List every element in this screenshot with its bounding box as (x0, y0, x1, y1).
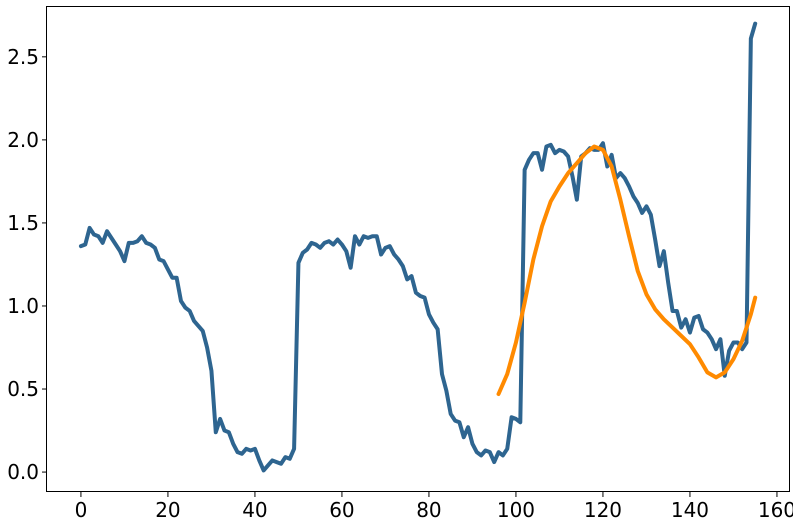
series-line-fit (496, 144, 758, 396)
x-tick-label: 60 (329, 498, 354, 522)
x-tick-label: 140 (671, 498, 709, 522)
y-axis: 0.0 0.5 1.0 1.5 2.0 2.5 (7, 45, 47, 484)
x-tick-label: 40 (242, 498, 267, 522)
x-tick-label: 20 (155, 498, 180, 522)
x-tick-label: 0 (75, 498, 88, 522)
y-tick-label: 2.5 (7, 45, 39, 69)
x-axis: 0 20 40 60 80 100 120 140 160 (75, 492, 793, 522)
y-tick-label: 1.0 (7, 294, 39, 318)
x-tick-label: 100 (497, 498, 535, 522)
y-tick-label: 0.0 (7, 460, 39, 484)
series-layer (78, 21, 758, 473)
axes-frame (46, 6, 790, 492)
x-tick-label: 160 (758, 498, 793, 522)
y-tick-label: 2.0 (7, 128, 39, 152)
x-tick-label: 80 (416, 498, 441, 522)
y-tick-label: 1.5 (7, 211, 39, 235)
y-tick-label: 0.5 (7, 377, 39, 401)
x-tick-label: 120 (584, 498, 622, 522)
series-line-observed (78, 21, 758, 473)
